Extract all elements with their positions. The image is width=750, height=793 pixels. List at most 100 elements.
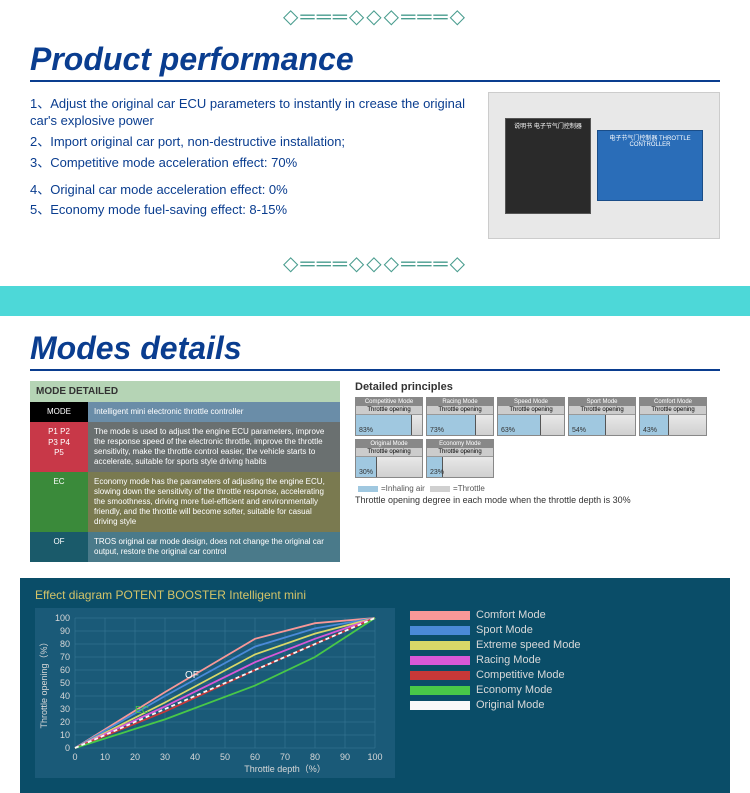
svg-text:80: 80: [60, 639, 70, 649]
principles-title: Detailed principles: [355, 381, 720, 393]
prin-bar: 30%: [356, 457, 422, 477]
prin-sub: Throttle opening: [640, 406, 706, 415]
principles-grid: Competitive Mode Throttle opening 83%Rac…: [355, 397, 720, 478]
mode-detail-table: MODE DETAILED MODEIntelligent mini elect…: [30, 381, 340, 562]
mode-row: OFTROS original car mode design, does no…: [30, 532, 340, 562]
mode-desc: Intelligent mini electronic throttle con…: [88, 402, 340, 422]
product-image: 说明书 电子节气门控制器 电子节气门控制器 THROTTLE CONTROLLE…: [488, 92, 720, 239]
svg-text:30: 30: [60, 704, 70, 714]
svg-text:100: 100: [367, 752, 382, 762]
divider-ornament: ◇═══◇◇◇═══◇: [0, 0, 750, 33]
performance-section: Product performance 1、Adjust the origina…: [0, 33, 750, 247]
package-blue: 电子节气门控制器 THROTTLE CONTROLLER: [597, 130, 703, 201]
svg-text:70: 70: [60, 652, 70, 662]
legend-label: Competitive Mode: [476, 669, 565, 681]
legend-swatch: [410, 611, 470, 620]
prin-value: 30%: [359, 469, 373, 476]
svg-text:90: 90: [340, 752, 350, 762]
prin-mode-name: Competitive Mode: [356, 398, 422, 406]
prin-bar: 23%: [427, 457, 493, 477]
svg-text:50: 50: [220, 752, 230, 762]
svg-text:50: 50: [60, 678, 70, 688]
effect-chart: 0010102020303040405050606070708080909010…: [35, 608, 395, 778]
legend-swatch: [410, 701, 470, 710]
prin-value: 73%: [430, 427, 444, 434]
modes-title: Modes details: [30, 330, 242, 366]
principle-box: Comfort Mode Throttle opening 43%: [639, 397, 707, 436]
prin-bar: 63%: [498, 415, 564, 435]
prin-sub: Throttle opening: [356, 448, 422, 457]
mode-row: P1 P2 P3 P4 P5The mode is used to adjust…: [30, 422, 340, 472]
prin-bar: 83%: [356, 415, 422, 435]
legend-item: Competitive Mode: [410, 669, 715, 681]
mode-code: OF: [30, 532, 88, 562]
chart-title: Effect diagram POTENT BOOSTER Intelligen…: [35, 588, 395, 602]
principles-legend: =Inhaling air =Throttle: [355, 484, 720, 493]
legend-swatch: [410, 626, 470, 635]
prin-value: 43%: [643, 427, 657, 434]
mode-row: ECEconomy mode has the parameters of adj…: [30, 472, 340, 532]
principle-box: Sport Mode Throttle opening 54%: [568, 397, 636, 436]
prin-sub: Throttle opening: [569, 406, 635, 415]
divider-ornament: ◇═══◇◇◇═══◇: [0, 247, 750, 280]
legend-label: Sport Mode: [476, 624, 533, 636]
principle-box: Competitive Mode Throttle opening 83%: [355, 397, 423, 436]
legend-swatch: [410, 641, 470, 650]
legend-label: =Throttle: [453, 484, 485, 493]
chart-box: Effect diagram POTENT BOOSTER Intelligen…: [35, 588, 395, 783]
svg-text:100: 100: [55, 613, 70, 623]
svg-text:60: 60: [250, 752, 260, 762]
principle-box: Original Mode Throttle opening 30%: [355, 439, 423, 478]
legend-label: Extreme speed Mode: [476, 639, 581, 651]
modes-section: Modes details MODE DETAILED MODEIntellig…: [0, 322, 750, 570]
prin-mode-name: Economy Mode: [427, 440, 493, 448]
legend-swatch-inhaling: [358, 486, 378, 492]
modes-title-bar: Modes details: [30, 330, 720, 371]
legend-swatch: [410, 656, 470, 665]
mode-desc: TROS original car mode design, does not …: [88, 532, 340, 562]
perf-title: Product performance: [30, 41, 354, 77]
legend-label: Racing Mode: [476, 654, 541, 666]
mode-code: MODE: [30, 402, 88, 422]
svg-text:Throttle depth（%）: Throttle depth（%）: [244, 764, 326, 774]
legend-item: Extreme speed Mode: [410, 639, 715, 651]
legend-swatch: [410, 671, 470, 680]
perf-item: 2、Import original car port, non-destruct…: [30, 134, 476, 151]
legend-swatch-throttle: [430, 486, 450, 492]
prin-mode-name: Comfort Mode: [640, 398, 706, 406]
svg-text:40: 40: [190, 752, 200, 762]
legend-item: Original Mode: [410, 699, 715, 711]
mode-row: MODEIntelligent mini electronic throttle…: [30, 402, 340, 422]
principle-box: Economy Mode Throttle opening 23%: [426, 439, 494, 478]
perf-item: 4、Original car mode acceleration effect:…: [30, 182, 476, 199]
svg-text:Throttle opening（%）: Throttle opening（%）: [39, 638, 49, 729]
prin-mode-name: Sport Mode: [569, 398, 635, 406]
svg-text:20: 20: [60, 717, 70, 727]
legend-label: Original Mode: [476, 699, 544, 711]
perf-list: 1、Adjust the original car ECU parameters…: [30, 92, 476, 239]
principle-box: Racing Mode Throttle opening 73%: [426, 397, 494, 436]
legend-item: Racing Mode: [410, 654, 715, 666]
svg-text:OF: OF: [185, 670, 199, 681]
svg-text:30: 30: [160, 752, 170, 762]
principles-note: Throttle opening degree in each mode whe…: [355, 495, 720, 507]
mode-desc: The mode is used to adjust the engine EC…: [88, 422, 340, 472]
perf-item: 3、Competitive mode acceleration effect: …: [30, 155, 476, 172]
prin-sub: Throttle opening: [498, 406, 564, 415]
perf-item: 5、Economy mode fuel-saving effect: 8-15%: [30, 202, 476, 219]
svg-text:40: 40: [60, 691, 70, 701]
svg-text:10: 10: [100, 752, 110, 762]
prin-mode-name: Racing Mode: [427, 398, 493, 406]
prin-value: 83%: [359, 427, 373, 434]
chart-area: Effect diagram POTENT BOOSTER Intelligen…: [20, 578, 730, 793]
legend-label: Comfort Mode: [476, 609, 546, 621]
svg-text:80: 80: [310, 752, 320, 762]
svg-text:60: 60: [60, 665, 70, 675]
prin-mode-name: Original Mode: [356, 440, 422, 448]
mode-desc: Economy mode has the parameters of adjus…: [88, 472, 340, 532]
legend-item: Sport Mode: [410, 624, 715, 636]
mode-table-head: MODE DETAILED: [30, 381, 340, 402]
svg-text:10: 10: [60, 730, 70, 740]
prin-bar: 54%: [569, 415, 635, 435]
chart-legend: Comfort Mode Sport Mode Extreme speed Mode…: [410, 588, 715, 783]
